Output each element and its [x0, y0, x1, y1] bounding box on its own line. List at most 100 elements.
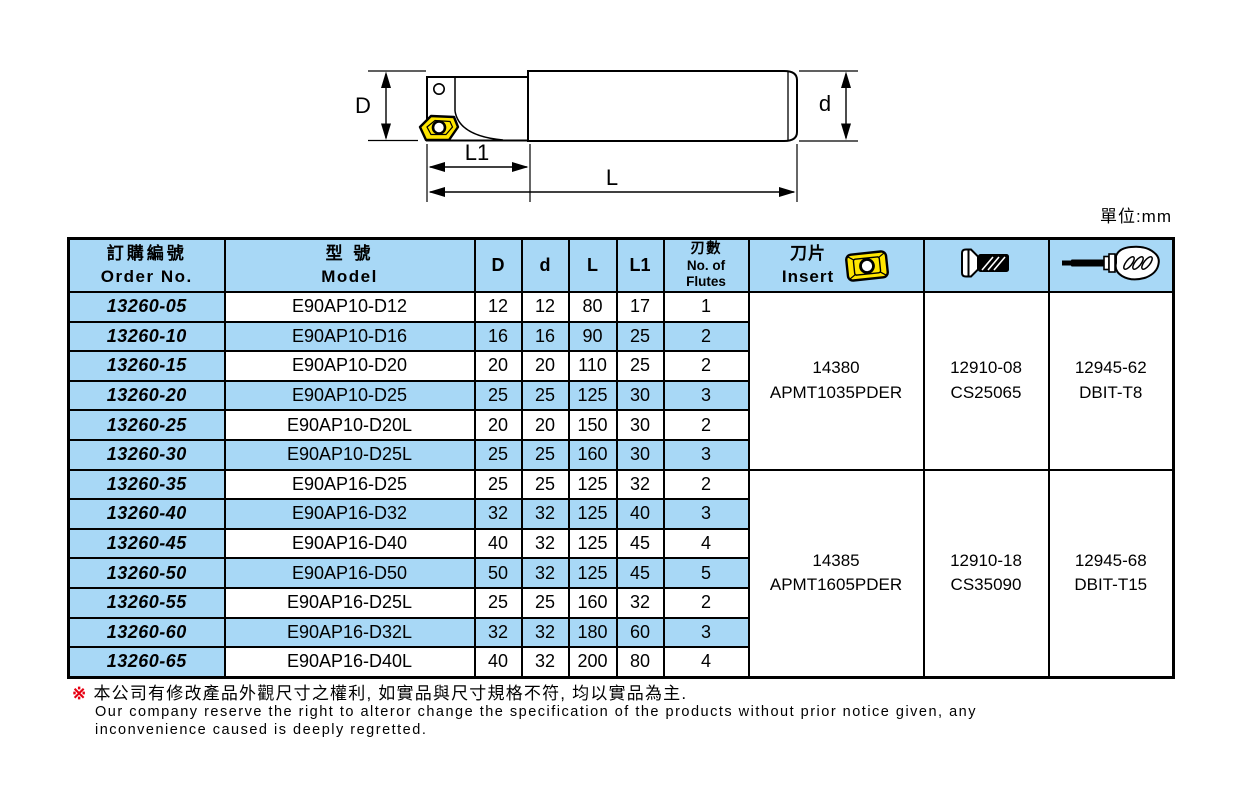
bit-group-cell: 12945-62 DBIT-T8	[1047, 291, 1175, 471]
model-cell: E90AP10-D25L	[223, 438, 476, 471]
footnote-zh-text: 本公司有修改產品外觀尺寸之權利, 如實品與尺寸規格不符, 均以實品為主.	[93, 684, 688, 703]
order-no-cell: 13260-05	[67, 291, 226, 323]
D-cell: 25	[473, 379, 523, 412]
L-cell: 110	[567, 350, 618, 382]
order-no-cell: 13260-35	[67, 468, 226, 501]
table-row: 13260-40 E90AP16-D32 32 32 125 40 3	[67, 498, 1174, 530]
table-row: 13260-60 E90AP16-D32L 32 32 180 60 3	[67, 616, 1174, 649]
L-cell: 80	[567, 291, 618, 323]
d-cell: 32	[520, 527, 570, 560]
footnote: ※ 本公司有修改產品外觀尺寸之權利, 如實品與尺寸規格不符, 均以實品為主. Ou…	[72, 683, 1192, 739]
L1-cell: 45	[615, 527, 665, 560]
header-insert: 刀片 Insert	[747, 237, 925, 293]
model-cell: E90AP10-D20L	[223, 409, 476, 441]
header-L1: L1	[615, 237, 665, 293]
flutes-cell: 4	[662, 527, 750, 560]
screw-hole	[432, 83, 445, 96]
L-cell: 180	[567, 616, 618, 649]
flutes-cell: 3	[662, 616, 750, 649]
shank-outline	[527, 70, 798, 142]
order-no-cell: 13260-45	[67, 527, 226, 560]
L-cell: 125	[567, 468, 618, 501]
d-cell: 25	[520, 586, 570, 619]
dimension-D: D	[355, 70, 426, 142]
bit-group-cell: 12945-68 DBIT-T15	[1047, 468, 1175, 679]
D-cell: 25	[473, 468, 523, 501]
table-row: 13260-15 E90AP10-D20 20 20 110 25 2	[67, 350, 1174, 382]
table-header-row: 訂購編號 Order No. 型 號 Model D d L L1 刃數 No.…	[67, 237, 1175, 293]
D-cell: 12	[473, 291, 523, 323]
table-row: 13260-20 E90AP10-D25 25 25 125 30 3	[67, 379, 1174, 412]
order-no-cell: 13260-10	[67, 320, 226, 353]
d-cell: 32	[520, 646, 570, 679]
L-cell: 160	[567, 438, 618, 471]
model-cell: E90AP16-D25	[223, 468, 476, 501]
dimension-d: d	[799, 70, 858, 142]
flutes-cell: 2	[662, 320, 750, 353]
insert-shape	[418, 114, 460, 142]
dimension-L1: L1	[426, 140, 531, 202]
L1-cell: 32	[615, 586, 665, 619]
d-cell: 32	[520, 557, 570, 589]
d-cell: 20	[520, 409, 570, 441]
L1-cell: 25	[615, 320, 665, 353]
model-cell: E90AP10-D25	[223, 379, 476, 412]
flutes-cell: 2	[662, 586, 750, 619]
table-row: 13260-05 E90AP10-D12 12 12 80 17 1 14380…	[67, 291, 1175, 471]
dim-label-L1: L1	[465, 140, 489, 165]
model-cell: E90AP16-D40L	[223, 646, 476, 679]
header-flutes: 刃數 No. of Flutes	[662, 237, 750, 293]
table-row: 13260-25 E90AP10-D20L 20 20 150 30 2	[67, 409, 1174, 441]
table-row: 13260-10 E90AP10-D16 16 16 90 25 2	[67, 320, 1174, 353]
dim-label-D: D	[355, 93, 371, 118]
D-cell: 32	[473, 616, 523, 649]
unit-label: 單位:mm	[1099, 207, 1172, 226]
dim-label-d: d	[819, 91, 831, 116]
order-no-cell: 13260-25	[67, 409, 226, 441]
dim-label-L: L	[606, 165, 618, 190]
table-row: 13260-65 E90AP16-D40L 40 32 200 80 4	[67, 646, 1174, 679]
header-screw	[922, 237, 1050, 293]
flutes-cell: 3	[662, 379, 750, 412]
model-cell: E90AP10-D20	[223, 350, 476, 382]
D-cell: 40	[473, 527, 523, 560]
flutes-cell: 2	[662, 409, 750, 441]
header-D: D	[473, 237, 523, 293]
reference-mark: ※	[72, 684, 88, 703]
flutes-cell: 2	[662, 350, 750, 382]
flutes-cell: 3	[662, 438, 750, 471]
d-cell: 25	[520, 438, 570, 471]
model-cell: E90AP16-D50	[223, 557, 476, 589]
model-cell: E90AP16-D25L	[223, 586, 476, 619]
d-cell: 25	[520, 468, 570, 501]
L-cell: 125	[567, 379, 618, 412]
order-no-cell: 13260-15	[67, 350, 226, 382]
header-model: 型 號 Model	[223, 237, 476, 293]
flutes-cell: 1	[662, 291, 750, 323]
flutes-cell: 5	[662, 557, 750, 589]
table-row: 13260-55 E90AP16-D25L 25 25 160 32 2	[67, 586, 1174, 619]
screw-group-cell: 12910-18 CS35090	[922, 468, 1050, 679]
insert-icon	[845, 249, 890, 282]
footnote-en-line1: Our company reserve the right to alteror…	[95, 704, 977, 721]
model-cell: E90AP16-D32	[223, 498, 476, 530]
insert-group-cell: 14380 APMT1035PDER	[747, 291, 925, 471]
D-cell: 40	[473, 646, 523, 679]
order-no-cell: 13260-50	[67, 557, 226, 589]
screw-group-cell: 12910-08 CS25065	[922, 291, 1050, 471]
D-cell: 25	[473, 586, 523, 619]
model-cell: E90AP10-D16	[223, 320, 476, 353]
L1-cell: 80	[615, 646, 665, 679]
L-cell: 125	[567, 557, 618, 589]
d-cell: 12	[520, 291, 570, 323]
d-cell: 25	[520, 379, 570, 412]
footnote-zh-line: ※ 本公司有修改產品外觀尺寸之權利, 如實品與尺寸規格不符, 均以實品為主.	[72, 683, 1192, 704]
insert-group-cell: 14385 APMT1605PDER	[747, 468, 925, 679]
footnote-en-line2: inconvenience caused is deeply regretted…	[95, 721, 428, 738]
D-cell: 20	[473, 350, 523, 382]
L1-cell: 45	[615, 557, 665, 589]
L-cell: 125	[567, 527, 618, 560]
order-no-cell: 13260-40	[67, 498, 226, 530]
model-cell: E90AP10-D12	[223, 291, 476, 323]
order-no-cell: 13260-55	[67, 586, 226, 619]
